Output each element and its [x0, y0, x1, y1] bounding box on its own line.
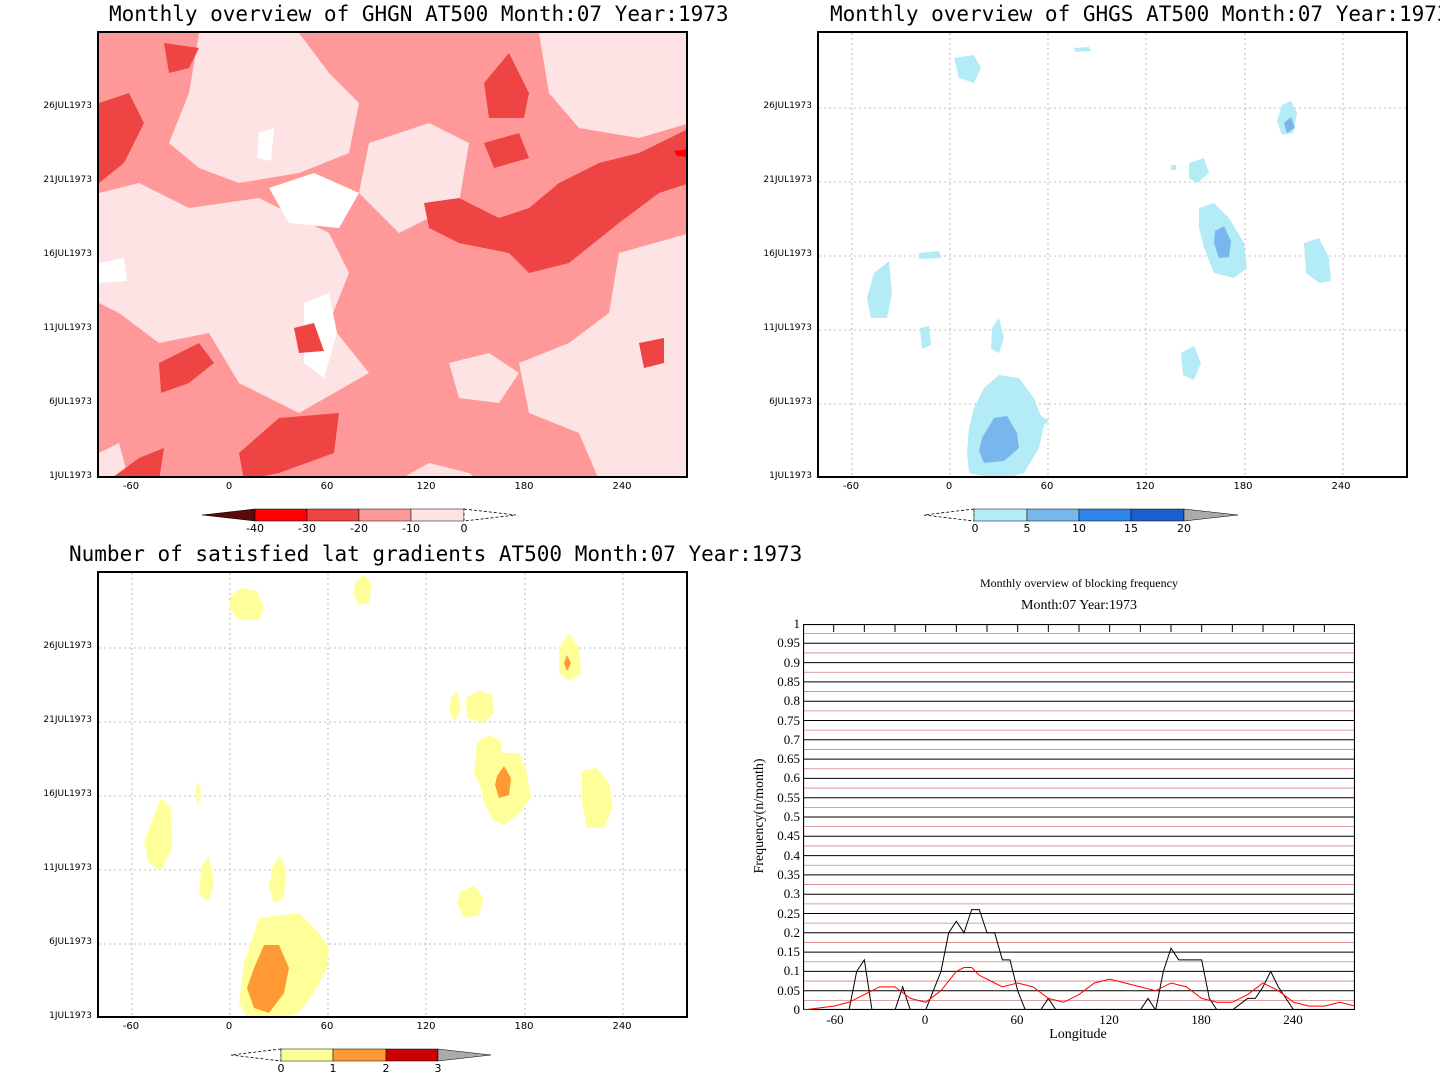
ghgs-cb-label: 15 — [1124, 522, 1138, 535]
ghgs-xtick: 60 — [1040, 481, 1054, 492]
ghgs-title: Monthly overview of GHGS AT500 Month:07 … — [830, 2, 1440, 26]
ghgn-ytick: 1JUL1973 — [49, 471, 92, 481]
grad-xtick: 240 — [612, 1021, 632, 1032]
ghgs-xtick: 180 — [1233, 481, 1253, 492]
grad-cb-label: 2 — [382, 1062, 390, 1075]
freq-xtick: 0 — [921, 1012, 929, 1027]
freq-ytick: 0.35 — [777, 866, 800, 882]
ghgs-ytick: 1JUL1973 — [769, 471, 812, 481]
freq-ytick: 0.9 — [783, 654, 800, 670]
ghgn-cb-label: -20 — [350, 522, 368, 535]
grad-colorbar — [230, 1048, 492, 1062]
grad-cb-label: 3 — [434, 1062, 442, 1075]
ghgn-colorbar — [201, 508, 517, 522]
grad-xtick: 0 — [225, 1021, 233, 1032]
grad-ytick: 26JUL1973 — [43, 641, 92, 651]
ghgn-cb-label: 0 — [460, 522, 468, 535]
freq-ytick: 0.5 — [783, 809, 800, 824]
freq-plot — [803, 624, 1355, 1010]
ghgn-xtick: 180 — [514, 481, 534, 492]
freq-series-line — [803, 967, 1355, 1010]
freq-subtitle: Month:07 Year:1973 — [1021, 598, 1137, 613]
ghgn-xtick: 120 — [416, 481, 436, 492]
grad-xtick: 180 — [514, 1021, 534, 1032]
freq-xtick: -60 — [826, 1012, 844, 1027]
ghgn-plot — [97, 31, 688, 478]
grad-xtick: 120 — [416, 1021, 436, 1032]
ghgs-cb-label: 10 — [1072, 522, 1086, 535]
freq-ytick: 0.8 — [783, 693, 800, 709]
grad-field — [99, 573, 686, 1016]
freq-ytick: 0.4 — [783, 847, 800, 863]
freq-ytick: 0.55 — [777, 789, 800, 805]
grad-ytick: 6JUL1973 — [49, 937, 92, 947]
ghgn-field — [99, 33, 686, 476]
grad-xtick: 60 — [320, 1021, 334, 1032]
freq-ytick: 0.6 — [783, 770, 800, 786]
ghgn-cb-label: -10 — [402, 522, 420, 535]
ghgs-xtick: 0 — [945, 481, 953, 492]
ghgn-cb-label: -30 — [298, 522, 316, 535]
ghgn-ytick: 21JUL1973 — [43, 175, 92, 185]
ghgs-ytick: 16JUL1973 — [763, 249, 812, 259]
grad-title: Number of satisfied lat gradients AT500 … — [69, 542, 803, 566]
ghgs-cb-label: 20 — [1177, 522, 1191, 535]
ghgs-cb-label: 5 — [1023, 522, 1031, 535]
ghgn-ytick: 26JUL1973 — [43, 101, 92, 111]
freq-ytick: 0.2 — [783, 924, 800, 940]
freq-series-line — [803, 909, 1355, 1010]
ghgs-ytick: 11JUL1973 — [763, 323, 812, 333]
ghgs-ytick: 26JUL1973 — [763, 101, 812, 111]
freq-ytick: 0.1 — [783, 963, 800, 979]
grad-cb-label: 0 — [277, 1062, 285, 1075]
freq-xtick: 240 — [1283, 1012, 1303, 1027]
grad-plot — [97, 571, 688, 1018]
freq-ytick: 1 — [793, 616, 801, 631]
ghgs-colorbar — [923, 508, 1239, 522]
ghgs-plot — [817, 31, 1408, 478]
freq-xtick: 120 — [1099, 1012, 1119, 1027]
freq-ytick: 0.3 — [783, 886, 800, 902]
ghgn-xtick: 60 — [320, 481, 334, 492]
grad-ytick: 1JUL1973 — [49, 1011, 92, 1021]
ghgs-xtick: 120 — [1135, 481, 1155, 492]
freq-ytick: 0.05 — [777, 982, 800, 998]
ghgn-ytick: 16JUL1973 — [43, 249, 92, 259]
grad-ytick: 16JUL1973 — [43, 789, 92, 799]
freq-ytick: 0.25 — [777, 905, 800, 921]
freq-ytick: 0.95 — [777, 635, 800, 651]
ghgn-xtick: 0 — [225, 481, 233, 492]
ghgs-cb-label: 0 — [971, 522, 979, 535]
ghgs-xtick: -60 — [842, 481, 860, 492]
ghgn-xtick: -60 — [122, 481, 140, 492]
grad-cb-label: 1 — [329, 1062, 337, 1075]
ghgs-ytick: 6JUL1973 — [769, 397, 812, 407]
freq-ytick: 0.45 — [777, 828, 800, 844]
ghgs-ytick: 21JUL1973 — [763, 175, 812, 185]
freq-title: Monthly overview of blocking frequency — [980, 576, 1178, 590]
freq-ytick: 0.75 — [777, 712, 800, 728]
ghgs-field — [819, 33, 1406, 476]
grad-ytick: 21JUL1973 — [43, 715, 92, 725]
freq-xtick: 60 — [1010, 1012, 1024, 1027]
freq-ytick: 0 — [793, 1002, 801, 1017]
freq-ytick: 0.7 — [783, 731, 800, 747]
ghgn-ytick: 11JUL1973 — [43, 323, 92, 333]
freq-xlabel: Longitude — [1049, 1027, 1107, 1042]
freq-ytick: 0.15 — [777, 944, 800, 960]
ghgs-xtick: 240 — [1331, 481, 1351, 492]
ghgn-title: Monthly overview of GHGN AT500 Month:07 … — [109, 2, 729, 26]
freq-ytick: 0.85 — [777, 673, 800, 689]
ghgn-cb-label: -40 — [246, 522, 264, 535]
ghgn-xtick: 240 — [612, 481, 632, 492]
ghgn-ytick: 6JUL1973 — [49, 397, 92, 407]
freq-xtick: 180 — [1191, 1012, 1211, 1027]
freq-ytick: 0.65 — [777, 751, 800, 767]
grad-ytick: 11JUL1973 — [43, 863, 92, 873]
grad-xtick: -60 — [122, 1021, 140, 1032]
